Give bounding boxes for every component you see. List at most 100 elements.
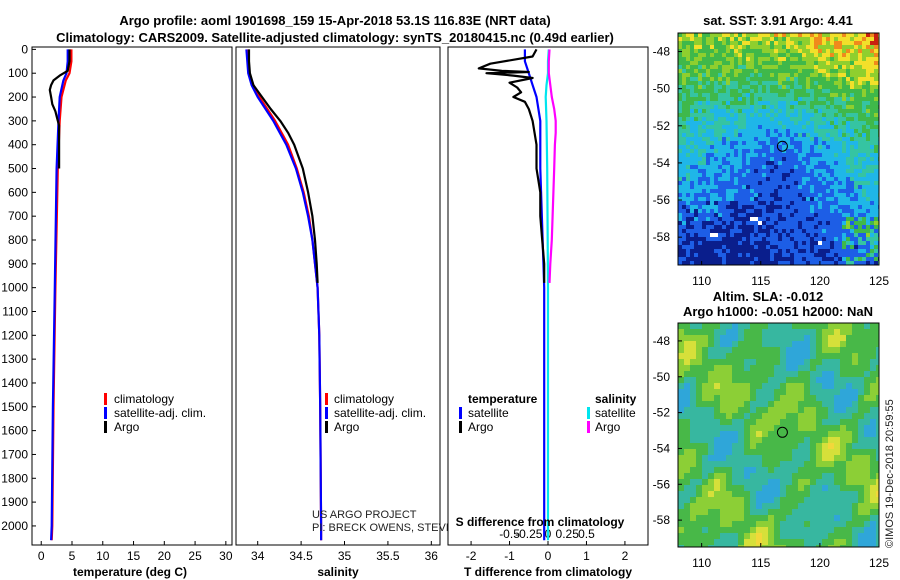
heatmap-cell: [758, 121, 763, 126]
heatmap-cell: [762, 437, 769, 444]
heatmap-cell: [794, 137, 799, 142]
depth-tick-label: 1800: [1, 471, 28, 485]
temperature-tick-labels: 0 5 10 15 20 25 30: [38, 541, 233, 563]
heatmap-cell: [786, 257, 791, 262]
heatmap-cell: [810, 437, 817, 444]
heatmap-cell: [706, 57, 711, 62]
heatmap-cell: [786, 165, 791, 170]
heatmap-cell: [846, 209, 851, 214]
heatmap-cell: [698, 157, 703, 162]
heatmap-cell: [726, 341, 733, 348]
heatmap-cell: [834, 193, 839, 198]
heatmap-cell: [686, 221, 691, 226]
heatmap-cell: [786, 229, 791, 234]
heatmap-cell: [842, 129, 847, 134]
heatmap-cell: [854, 177, 859, 182]
heatmap-cell: [822, 419, 829, 426]
heatmap-cell: [758, 245, 763, 250]
heatmap-cell: [722, 249, 727, 254]
heatmap-cell: [786, 419, 793, 426]
heatmap-cell: [710, 37, 715, 42]
heatmap-cell: [782, 73, 787, 78]
heatmap-cell: [840, 527, 847, 534]
heatmap-cell: [730, 69, 735, 74]
heatmap-cell: [822, 221, 827, 226]
heatmap-cell: [810, 509, 817, 516]
heatmap-cell: [858, 201, 863, 206]
heatmap-cell: [750, 97, 755, 102]
heatmap-cell: [742, 133, 747, 138]
map-lat-tick-label: -48: [653, 45, 671, 59]
heatmap-cell: [858, 323, 865, 330]
heatmap-cell: [826, 145, 831, 150]
heatmap-cell: [778, 33, 783, 38]
heatmap-cell: [732, 509, 739, 516]
heatmap-cell: [738, 137, 743, 142]
heatmap-cell: [862, 97, 867, 102]
heatmap-cell: [858, 491, 865, 498]
heatmap-cell: [782, 245, 787, 250]
heatmap-cell: [798, 371, 805, 378]
heatmap-cell: [714, 173, 719, 178]
heatmap-cell: [686, 77, 691, 82]
heatmap-cell: [802, 165, 807, 170]
heatmap-cell: [798, 359, 805, 366]
heatmap-cell: [702, 37, 707, 42]
heatmap-cell: [732, 377, 739, 384]
heatmap-cell: [718, 153, 723, 158]
heatmap-cell: [866, 61, 871, 66]
heatmap-cell: [684, 491, 691, 498]
heatmap-cell: [798, 137, 803, 142]
legend-swatch-argo: [325, 421, 328, 433]
heatmap-cell: [754, 117, 759, 122]
heatmap-cell: [858, 37, 863, 42]
heatmap-cell: [834, 347, 841, 354]
heatmap-cell: [774, 173, 779, 178]
heatmap-cell: [770, 245, 775, 250]
heatmap-cell: [682, 225, 687, 230]
heatmap-cell: [822, 161, 827, 166]
heatmap-cell: [726, 443, 733, 450]
heatmap-cell: [816, 461, 823, 468]
heatmap-cell: [846, 229, 851, 234]
heatmap-cell: [804, 491, 811, 498]
heatmap-cell: [706, 85, 711, 90]
heatmap-cell: [710, 161, 715, 166]
heatmap-cell: [826, 117, 831, 122]
heatmap-cell: [798, 49, 803, 54]
heatmap-cell: [750, 233, 755, 238]
heatmap-cell: [698, 129, 703, 134]
heatmap-cell: [758, 213, 763, 218]
heatmap-cell: [714, 503, 721, 510]
heatmap-cell: [790, 57, 795, 62]
heatmap-cell: [718, 81, 723, 86]
heatmap-cell: [750, 479, 757, 486]
heatmap-cell: [864, 503, 871, 510]
heatmap-cell: [834, 407, 841, 414]
heatmap-cell: [714, 57, 719, 62]
heatmap-cell: [810, 401, 817, 408]
heatmap-cell: [806, 81, 811, 86]
heatmap-cell: [730, 209, 735, 214]
heatmap-cell: [726, 189, 731, 194]
heatmap-cell: [798, 121, 803, 126]
heatmap-cell: [798, 193, 803, 198]
heatmap-cell: [734, 229, 739, 234]
heatmap-cell: [690, 225, 695, 230]
heatmap-cell: [810, 383, 817, 390]
heatmap-cell: [830, 41, 835, 46]
heatmap-cell: [690, 419, 697, 426]
heatmap-cell: [862, 41, 867, 46]
heatmap-cell: [838, 93, 843, 98]
heatmap-cell: [744, 449, 751, 456]
heatmap-cell: [690, 473, 697, 480]
heatmap-cell: [876, 539, 879, 546]
heatmap-cell: [726, 371, 733, 378]
heatmap-cell: [838, 201, 843, 206]
heatmap-cell: [682, 85, 687, 90]
heatmap-cell: [804, 425, 811, 432]
heatmap-cell: [804, 509, 811, 516]
heatmap-cell: [698, 245, 703, 250]
heatmap-cell: [780, 491, 787, 498]
heatmap-cell: [742, 97, 747, 102]
